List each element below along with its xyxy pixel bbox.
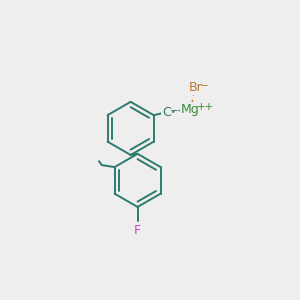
Text: −: − bbox=[170, 106, 179, 116]
Text: C: C bbox=[162, 106, 171, 119]
Text: −: − bbox=[200, 80, 209, 91]
Text: F: F bbox=[134, 224, 141, 237]
Text: Mg: Mg bbox=[181, 103, 200, 116]
Text: Br: Br bbox=[188, 81, 202, 94]
Text: ++: ++ bbox=[197, 103, 214, 112]
